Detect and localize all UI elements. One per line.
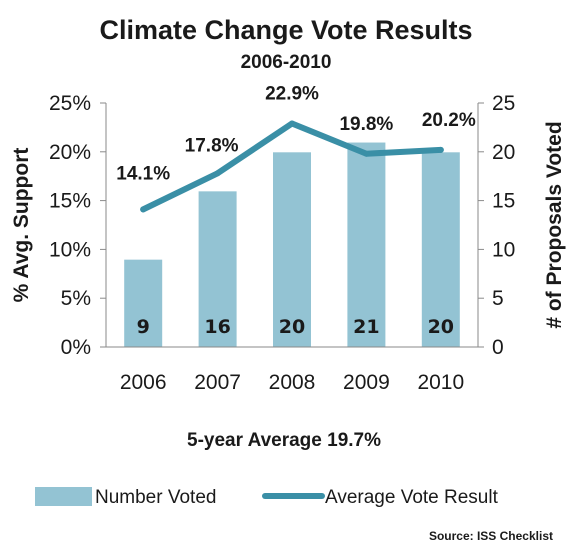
y-tick-left-label: 0% xyxy=(61,336,91,359)
y-ticks-right: 0 5 10 15 20 25 xyxy=(478,92,515,359)
line-value-label: 19.8% xyxy=(339,114,393,135)
bar-2007 xyxy=(197,190,238,348)
line-value-label: 20.2% xyxy=(422,110,476,131)
bar-2008 xyxy=(272,151,312,348)
bar-value-label: 21 xyxy=(353,316,379,338)
bar-value-label: 9 xyxy=(137,316,150,338)
line-point-2008 xyxy=(289,120,295,127)
line-point-2010 xyxy=(437,146,444,153)
x-tick-label: 2008 xyxy=(269,371,316,394)
y-tick-right-label: 15 xyxy=(492,190,515,213)
legend-bar-label: Number Voted xyxy=(95,487,216,508)
bar-value-label: 20 xyxy=(428,316,454,338)
chart-subtitle: 2006-2010 xyxy=(241,52,332,73)
five-year-average: 5-year Average 19.7% xyxy=(187,430,381,451)
x-tick-label: 2006 xyxy=(120,371,167,394)
y-tick-right-label: 10 xyxy=(492,238,515,261)
y-tick-left-label: 15% xyxy=(49,190,91,213)
line-value-label: 17.8% xyxy=(185,135,239,156)
line-series-group xyxy=(140,120,444,213)
legend-line-label: Average Vote Result xyxy=(325,487,499,508)
legend-bar-swatch xyxy=(35,487,92,506)
bar-series-group xyxy=(123,141,461,348)
chart-title: Climate Change Vote Results xyxy=(99,15,472,45)
line-value-label: 14.1% xyxy=(116,163,170,184)
line-point-2007 xyxy=(214,170,221,177)
x-tick-label: 2007 xyxy=(194,371,241,394)
y-tick-right-label: 0 xyxy=(492,336,504,359)
data-labels: 9 16 20 21 20 14.1% 17.8% 22.9% 19.8% 20.2% xyxy=(116,83,476,338)
x-ticks: 2006 2007 2008 2009 2010 xyxy=(120,371,464,394)
y-tick-left-label: 10% xyxy=(49,238,91,261)
y-tick-right-label: 25 xyxy=(492,92,515,115)
y-tick-left-label: 20% xyxy=(49,141,91,164)
y-ticks-left: 0% 5% 10% 15% 20% 25% xyxy=(49,92,106,359)
bar-2009 xyxy=(346,141,387,348)
line-value-label: 22.9% xyxy=(265,83,319,104)
bar-value-label: 16 xyxy=(204,316,230,338)
y-tick-right-label: 5 xyxy=(492,287,504,310)
y-tick-left-label: 25% xyxy=(49,92,91,115)
x-tick-label: 2010 xyxy=(417,371,464,394)
x-tick-label: 2009 xyxy=(343,371,390,394)
line-point-2006 xyxy=(140,206,147,213)
y-tick-left-label: 5% xyxy=(61,287,91,310)
y-tick-right-label: 20 xyxy=(492,141,515,164)
y-axis-left-title: % Avg. Support xyxy=(10,148,33,303)
line-point-2009 xyxy=(363,150,370,157)
bar-value-label: 20 xyxy=(279,316,305,338)
bar-2006 xyxy=(123,258,164,348)
y-axis-right-title: # of Proposals Voted xyxy=(543,121,566,328)
source-note: Source: ISS Checklist xyxy=(429,529,553,543)
